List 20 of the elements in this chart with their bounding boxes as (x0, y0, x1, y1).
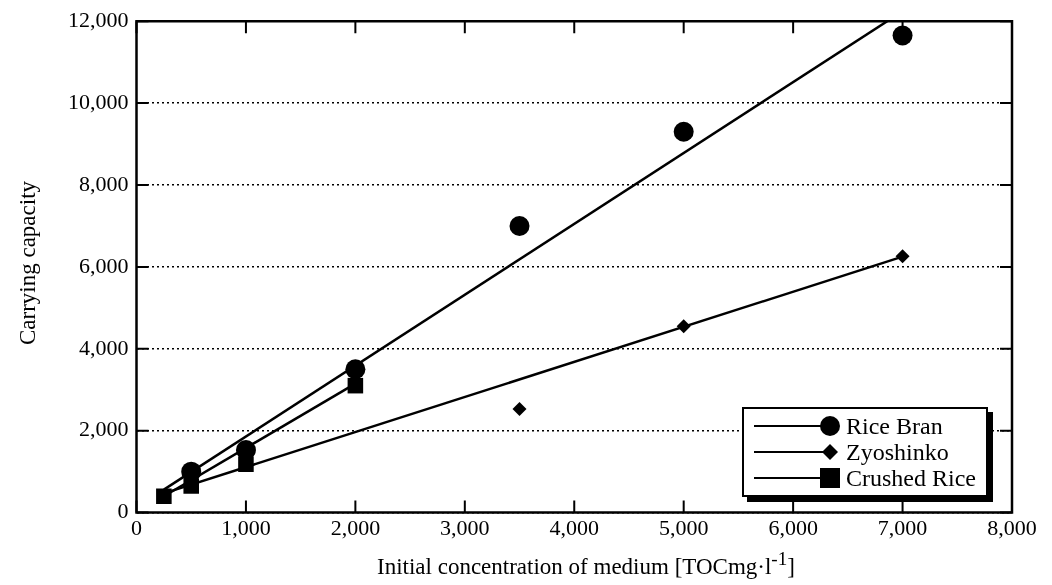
x-tick-label: 1,000 (221, 514, 271, 540)
y-tick-label: 2,000 (79, 416, 129, 442)
x-tick-label: 6,000 (768, 514, 818, 540)
x-axis-title: Initial concentration of medium [TOCmg·l$^{-1}$] (376, 548, 796, 580)
x-tick-label: 2,000 (330, 514, 381, 540)
y-tick-label: 0 (117, 498, 129, 524)
x-tick-label: 7,000 (877, 514, 928, 540)
y-tick-label: 8,000 (79, 170, 129, 196)
legend-label: Crushed Rice (846, 464, 976, 491)
x-tick-label: 8,000 (987, 514, 1037, 540)
x-tick-label: 3,000 (440, 514, 490, 540)
y-axis-title: Carrying capacity (15, 180, 41, 346)
legend-label: Rice Bran (846, 412, 943, 439)
x-tick-label: 5,000 (658, 514, 709, 540)
y-tick-label: 10,000 (68, 88, 129, 114)
x-tick-label: 4,000 (549, 514, 599, 540)
y-tick-label: 4,000 (79, 334, 129, 360)
y-tick-label: 6,000 (79, 252, 129, 278)
legend-label: Zyoshinko (846, 438, 949, 465)
y-tick-label: 12,000 (68, 6, 129, 32)
